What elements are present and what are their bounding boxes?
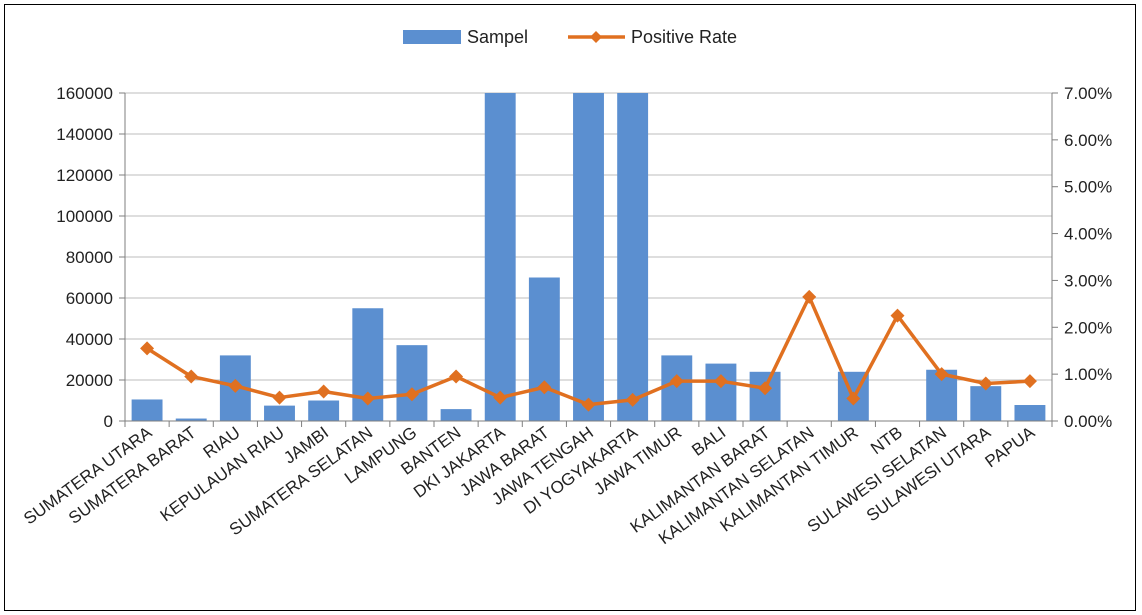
rate-point-ntb bbox=[890, 308, 905, 323]
bar-di-yogyakarta bbox=[617, 93, 649, 421]
left-tick-label: 60000 bbox=[66, 289, 113, 308]
line-series-positive-rate bbox=[140, 289, 1037, 412]
bar-banten bbox=[440, 409, 472, 421]
left-tick-label: 20000 bbox=[66, 371, 113, 390]
bar-kalimantan-barat bbox=[749, 371, 781, 421]
rate-point-kalimantan-barat bbox=[758, 381, 773, 396]
bar-sumatera-barat bbox=[175, 418, 207, 421]
legend-label-positive-rate: Positive Rate bbox=[631, 27, 737, 47]
right-tick-label: 5.00% bbox=[1064, 178, 1112, 197]
rate-point-kalimantan-timur bbox=[846, 391, 861, 406]
bar-jawa-barat bbox=[528, 277, 560, 421]
right-tick-label: 6.00% bbox=[1064, 131, 1112, 150]
right-tick-label: 0.00% bbox=[1064, 412, 1112, 431]
left-tick-label: 40000 bbox=[66, 330, 113, 349]
rate-point-jawa-tengah bbox=[581, 397, 596, 412]
bar-papua bbox=[1014, 405, 1046, 421]
bar-kepulauan-riau bbox=[264, 405, 295, 421]
rate-point-sulawesi-utara bbox=[978, 376, 993, 391]
rate-point-bali bbox=[713, 374, 728, 389]
left-tick-label: 100000 bbox=[56, 207, 113, 226]
right-tick-label: 7.00% bbox=[1064, 84, 1112, 103]
axes bbox=[119, 92, 1058, 427]
right-tick-label: 4.00% bbox=[1064, 225, 1112, 244]
left-tick-label: 160000 bbox=[56, 84, 113, 103]
rate-point-papua bbox=[1022, 374, 1037, 389]
rate-point-sulawesi-selatan bbox=[934, 367, 949, 382]
rate-point-di-yogyakarta bbox=[625, 392, 640, 407]
legend-swatch-sampel bbox=[403, 30, 461, 44]
bar-dki-jakarta bbox=[484, 93, 516, 421]
legend: Sampel Positive Rate bbox=[403, 27, 737, 47]
rate-point-dki-jakarta bbox=[493, 390, 508, 405]
rate-point-jawa-timur bbox=[669, 374, 684, 389]
bar-jawa-timur bbox=[661, 355, 693, 421]
left-tick-label: 0 bbox=[104, 412, 113, 431]
legend-marker-positive-rate bbox=[590, 31, 602, 43]
rate-point-jambi bbox=[316, 384, 331, 399]
bar-sulawesi-utara bbox=[970, 386, 1002, 421]
rate-point-lampung bbox=[404, 387, 419, 402]
rate-point-sumatera-barat bbox=[184, 369, 199, 384]
bar-sumatera-utara bbox=[131, 399, 163, 421]
rate-point-kepulauan-riau bbox=[272, 390, 287, 405]
rate-point-kalimantan-selatan bbox=[802, 289, 817, 304]
right-tick-label: 1.00% bbox=[1064, 365, 1112, 384]
legend-label-sampel: Sampel bbox=[467, 27, 528, 47]
rate-point-riau bbox=[228, 378, 243, 393]
left-tick-label: 120000 bbox=[56, 166, 113, 185]
rate-point-sumatera-selatan bbox=[360, 391, 375, 406]
combo-chart: 0 20000 40000 60000 80000 100000 120000 140000 1… bbox=[20, 27, 1112, 548]
rate-point-banten bbox=[449, 369, 464, 384]
bar-jawa-tengah bbox=[573, 93, 604, 421]
right-tick-label: 3.00% bbox=[1064, 271, 1112, 290]
left-tick-label: 140000 bbox=[56, 125, 113, 144]
bar-jambi bbox=[308, 400, 340, 421]
left-tick-label: 80000 bbox=[66, 248, 113, 267]
bar-bali bbox=[705, 363, 737, 421]
chart-frame: 0 20000 40000 60000 80000 100000 120000 140000 1… bbox=[4, 4, 1136, 611]
right-tick-label: 2.00% bbox=[1064, 318, 1112, 337]
category-label-papua: PAPUA bbox=[982, 422, 1039, 471]
right-axis-tick-labels: 0.00% 1.00% 2.00% 3.00% 4.00% 5.00% 6.00% 7.00% bbox=[1064, 84, 1112, 431]
rate-point-sumatera-utara bbox=[140, 341, 155, 356]
left-axis-tick-labels: 0 20000 40000 60000 80000 100000 120000 140000 1… bbox=[56, 84, 113, 431]
bar-lampung bbox=[396, 345, 428, 421]
rate-point-jawa-barat bbox=[537, 380, 552, 395]
